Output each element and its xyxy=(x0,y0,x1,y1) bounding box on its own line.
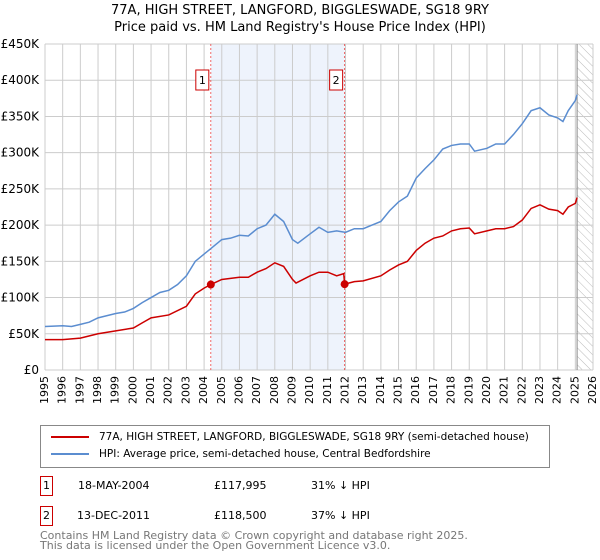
y-tick-label: £0 xyxy=(24,363,39,377)
sale-date: 18-MAY-2004 xyxy=(78,479,150,492)
sale-point xyxy=(206,280,215,289)
sale-point xyxy=(340,280,349,289)
x-tick-label: 2004 xyxy=(197,376,210,404)
x-tick-label: 2014 xyxy=(374,376,387,404)
x-tick-label: 2011 xyxy=(321,376,334,404)
x-tick-label: 2017 xyxy=(427,376,440,404)
y-tick-label: £400K xyxy=(1,73,41,87)
y-tick-label: £300K xyxy=(1,146,41,160)
forecast-hatch xyxy=(577,44,593,370)
sale-price: £117,995 xyxy=(214,479,267,492)
footer-line: This data is licensed under the Open Gov… xyxy=(40,539,391,552)
x-tick-label: 2018 xyxy=(445,376,458,404)
sale-date: 13-DEC-2011 xyxy=(77,509,151,522)
x-tick-label: 2010 xyxy=(303,376,316,404)
x-tick-label: 2013 xyxy=(356,376,369,404)
shaded-period xyxy=(210,44,345,370)
legend-label: 77A, HIGH STREET, LANGFORD, BIGGLESWADE,… xyxy=(99,431,529,443)
x-tick-label: 2016 xyxy=(409,376,422,404)
sale-marker-badge: 1 xyxy=(40,476,53,496)
y-tick-label: £150K xyxy=(1,254,41,268)
sale-marker-box xyxy=(195,69,210,91)
legend-item-property: 77A, HIGH STREET, LANGFORD, BIGGLESWADE,… xyxy=(51,431,529,443)
sale-row: 2 13-DEC-2011 £118,500 37% ↓ HPI xyxy=(40,506,440,526)
x-tick-label: 1997 xyxy=(73,376,86,404)
y-tick-label: £100K xyxy=(1,291,41,305)
plot-area: 1995 1996 1997 1998 1999 2000 2001 2002 2003 2004… xyxy=(1,37,599,404)
x-tick-label: 1998 xyxy=(91,376,104,404)
footer: Contains HM Land Registry data © Crown c… xyxy=(40,529,468,552)
sale-row: 1 18-MAY-2004 £117,995 31% ↓ HPI xyxy=(40,476,440,496)
legend-item-hpi: HPI: Average price, semi-detached house,… xyxy=(51,448,431,460)
y-tick-label: £350K xyxy=(1,109,41,123)
x-tick-label: 2008 xyxy=(268,376,281,404)
x-tick-label: 2005 xyxy=(215,376,228,404)
sale-hpi-diff: 31% ↓ HPI xyxy=(311,479,370,492)
series-line xyxy=(44,94,578,328)
x-tick-label: 2000 xyxy=(126,376,139,404)
sale-marker-label: 1 xyxy=(199,74,206,87)
x-tick-label: 2020 xyxy=(480,376,493,404)
footer-line: Contains HM Land Registry data © Crown c… xyxy=(40,529,468,542)
x-tick-label: 2019 xyxy=(462,376,475,404)
sale-marker-box xyxy=(329,69,344,91)
x-tick-label: 2007 xyxy=(250,376,263,404)
legend-swatch-red xyxy=(51,436,89,438)
x-tick-label: 2021 xyxy=(498,376,511,404)
y-tick-label: £50K xyxy=(8,327,40,341)
x-tick-label: 2009 xyxy=(285,376,298,404)
y-tick-label: £250K xyxy=(1,182,41,196)
x-tick-label: 2026 xyxy=(586,376,599,404)
x-tick-label: 2023 xyxy=(533,376,546,404)
sale-hpi-diff: 37% ↓ HPI xyxy=(311,509,370,522)
chart-title: 77A, HIGH STREET, LANGFORD, BIGGLESWADE,… xyxy=(111,3,489,18)
legend: 77A, HIGH STREET, LANGFORD, BIGGLESWADE,… xyxy=(40,425,550,468)
x-tick-label: 1996 xyxy=(56,376,69,404)
x-tick-label: 1999 xyxy=(109,376,122,404)
x-tick-label: 2001 xyxy=(144,376,157,404)
legend-label: HPI: Average price, semi-detached house,… xyxy=(99,448,431,460)
x-tick-label: 2003 xyxy=(179,376,192,404)
sale-price: £118,500 xyxy=(214,509,267,522)
sale-marker-label: 2 xyxy=(333,74,340,87)
x-tick-label: 2012 xyxy=(339,376,352,404)
y-tick-label: £450K xyxy=(1,37,41,51)
sale-marker-badge: 2 xyxy=(40,506,53,526)
x-tick-label: 2024 xyxy=(551,376,564,404)
x-tick-label: 2025 xyxy=(568,376,581,404)
x-tick-label: 2006 xyxy=(232,376,245,404)
x-tick-label: 2002 xyxy=(162,376,175,404)
legend-swatch-blue xyxy=(51,453,89,455)
x-tick-label: 2015 xyxy=(392,376,405,404)
chart-subtitle: Price paid vs. HM Land Registry's House … xyxy=(114,20,486,35)
x-tick-label: 2022 xyxy=(515,376,528,404)
x-tick-label: 1995 xyxy=(38,376,51,404)
y-tick-label: £200K xyxy=(1,218,41,232)
